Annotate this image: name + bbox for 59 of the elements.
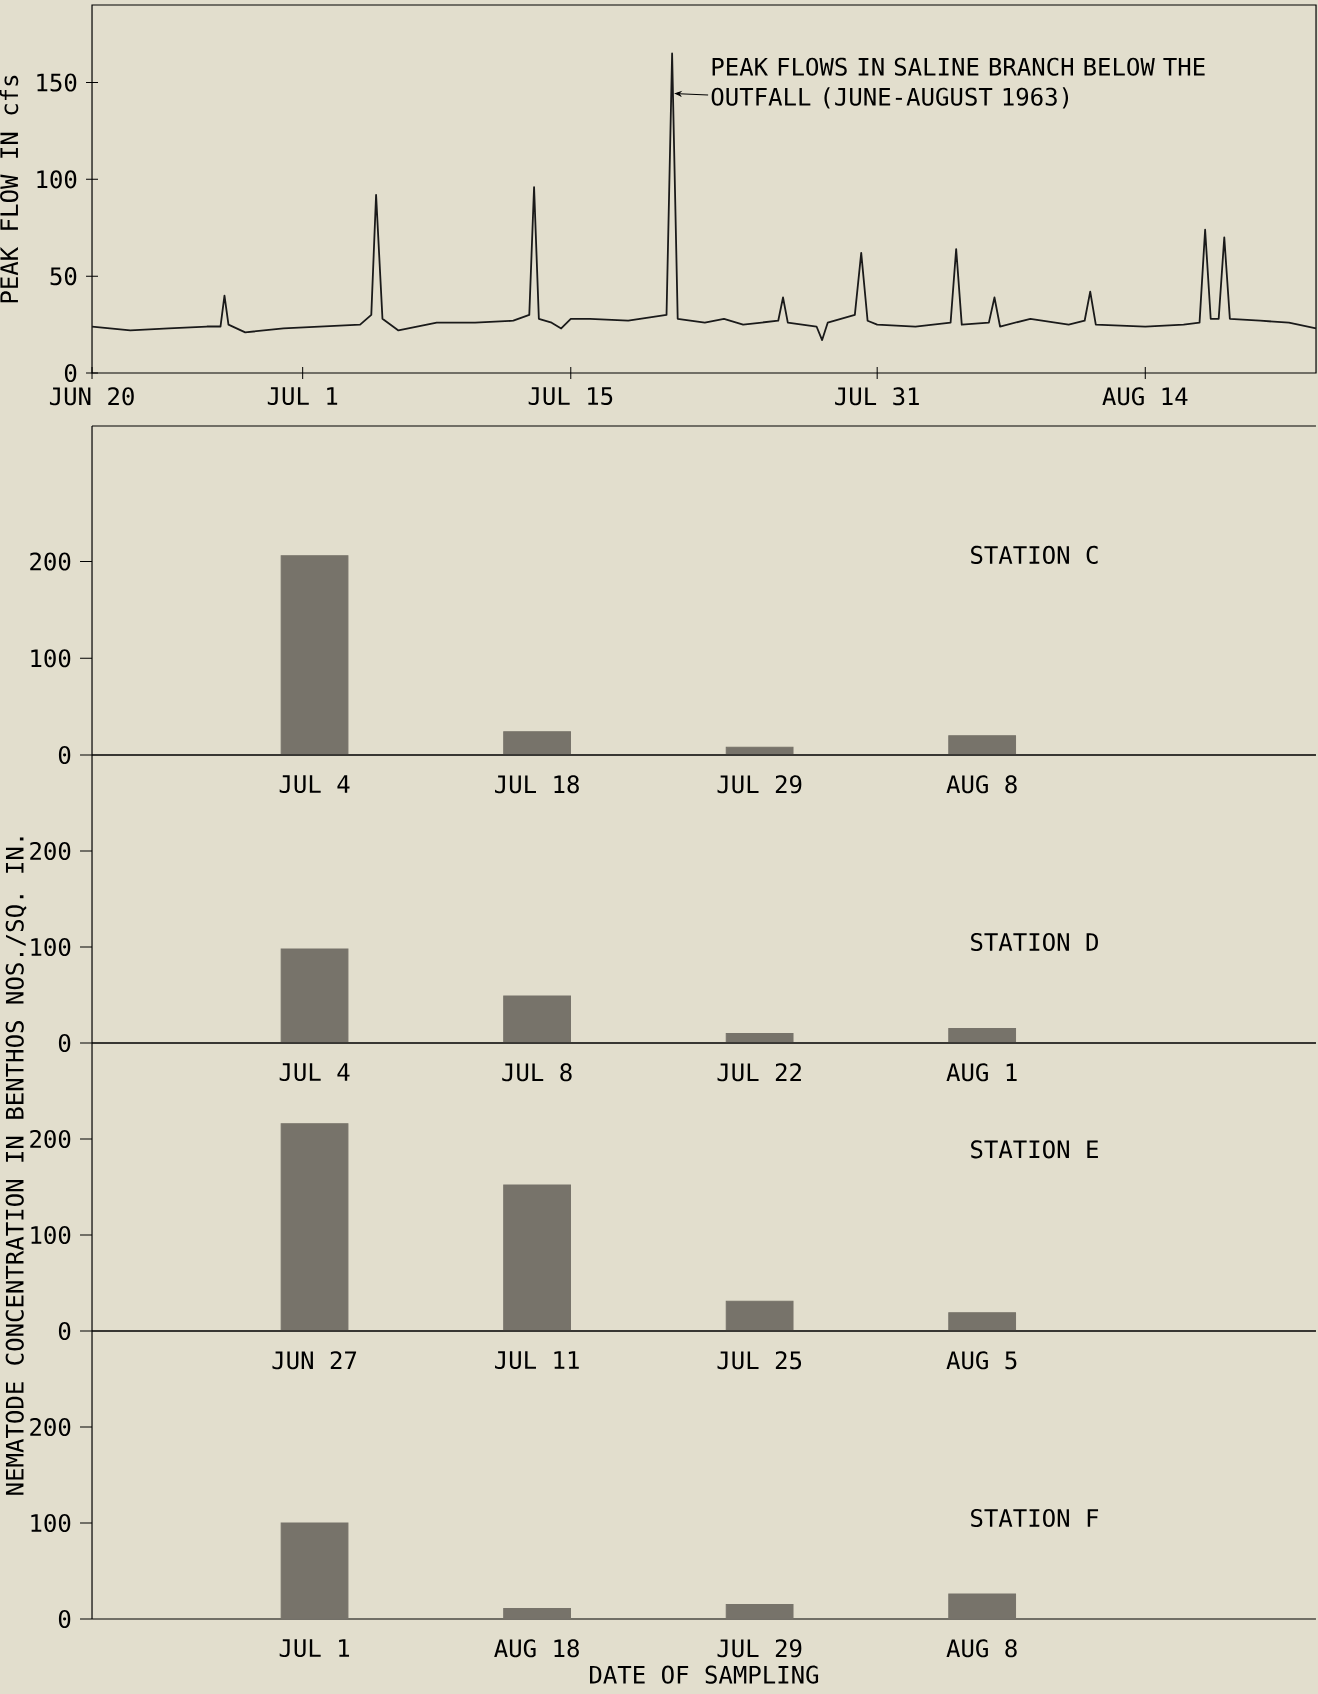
y-tick-label: 100 bbox=[31, 649, 71, 668]
y-tick-label: 100 bbox=[31, 937, 71, 957]
bar bbox=[280, 555, 349, 756]
x-tick-label: JUL 31 bbox=[835, 387, 919, 406]
bar bbox=[725, 1604, 794, 1620]
y-tick-label: 200 bbox=[30, 1417, 71, 1437]
y-tick-label: 0 bbox=[58, 1321, 71, 1341]
bar bbox=[725, 1300, 794, 1332]
y-tick-label: 0 bbox=[64, 363, 77, 383]
x-tick-label: JUL 1 bbox=[279, 1639, 350, 1658]
text: STATION D bbox=[971, 932, 1098, 952]
x-tick-label: JUL 18 bbox=[495, 775, 579, 794]
x-tick-label: JUL 1 bbox=[267, 387, 338, 406]
x-axis-title: DATE OF SAMPLING bbox=[590, 1665, 819, 1684]
bar bbox=[948, 735, 1017, 756]
y-tick-label: 50 bbox=[50, 267, 77, 286]
y-axis-title: PEAK FLOW IN cfs bbox=[0, 75, 19, 303]
y-tick-label: 200 bbox=[30, 841, 71, 861]
x-tick-label: AUG 8 bbox=[946, 1639, 1017, 1658]
bar bbox=[503, 995, 571, 1044]
annotation: PEAK FLOWS IN SALINE BRANCH BELOW THE OUTFALL (JUNE-AUGUST 1963) bbox=[711, 57, 1205, 109]
y-tick-label: 200 bbox=[30, 552, 71, 571]
x-tick-label: JUN 20 bbox=[49, 387, 134, 406]
x-tick-label: AUG 5 bbox=[946, 1351, 1017, 1370]
y-tick-label: 150 bbox=[37, 73, 77, 92]
x-tick-label: JUN 27 bbox=[272, 1351, 357, 1370]
x-tick-label: JUL 15 bbox=[528, 387, 613, 406]
text: STATION C bbox=[971, 545, 1098, 564]
y-tick-label: 100 bbox=[37, 170, 77, 189]
bar bbox=[280, 948, 349, 1044]
x-tick-label: AUG 18 bbox=[494, 1639, 579, 1658]
x-tick-label: JUL 11 bbox=[495, 1351, 579, 1370]
y-tick-label: 0 bbox=[58, 745, 71, 765]
bar bbox=[280, 1522, 349, 1620]
x-tick-label: AUG 1 bbox=[946, 1063, 1017, 1082]
bar bbox=[948, 1593, 1017, 1620]
bar bbox=[948, 1312, 1017, 1332]
x-tick-label: JUL 29 bbox=[717, 1639, 802, 1658]
bar bbox=[503, 1607, 571, 1620]
bar bbox=[503, 731, 571, 756]
y-tick-label: 0 bbox=[58, 1609, 71, 1629]
x-tick-label: JUL 29 bbox=[717, 775, 802, 794]
x-tick-label: JUL 4 bbox=[279, 1063, 350, 1082]
bar bbox=[280, 1123, 349, 1332]
y-tick-label: 0 bbox=[58, 1033, 71, 1053]
x-tick-label: AUG 8 bbox=[946, 775, 1017, 794]
y-axis-title: NEMATODE CONCENTRATION IN BENTHOS NOS./SQ. IN. bbox=[5, 837, 27, 1495]
x-tick-label: JUL 25 bbox=[717, 1351, 802, 1370]
bar bbox=[948, 1028, 1017, 1044]
y-tick-label: 100 bbox=[31, 1225, 71, 1245]
x-tick-label: JUL 8 bbox=[502, 1063, 572, 1082]
text: STATION E bbox=[971, 1140, 1098, 1159]
text: STATION F bbox=[971, 1508, 1099, 1528]
y-tick-label: 200 bbox=[30, 1129, 71, 1149]
x-tick-label: AUG 14 bbox=[1102, 387, 1188, 406]
y-tick-label: 100 bbox=[31, 1513, 71, 1533]
x-tick-label: JUL 22 bbox=[717, 1063, 801, 1082]
bar bbox=[503, 1184, 571, 1332]
x-tick-label: JUL 4 bbox=[279, 775, 350, 794]
